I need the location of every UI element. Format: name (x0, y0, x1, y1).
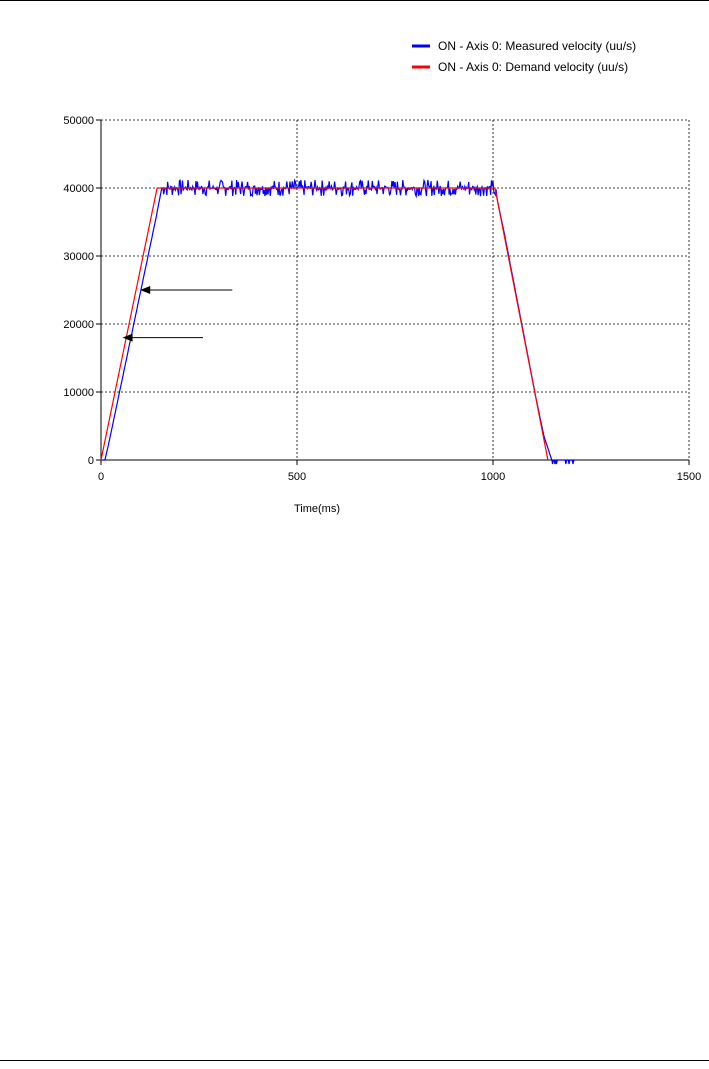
y-tick-label-0: 0 (88, 455, 94, 467)
y-tick-label-5: 50000 (63, 115, 94, 127)
annotation-arrow-head-1 (122, 333, 133, 342)
page-header-rule (0, 0, 709, 1)
x-axis-title: Time(ms) (294, 503, 340, 515)
grid-lines (96, 119, 690, 465)
x-tick-label-2: 1000 (481, 471, 505, 483)
axes (100, 120, 689, 461)
tick-labels: 0 10000 20000 30000 40000 50000 0 500 1000 1500 (63, 115, 701, 483)
y-tick-label-1: 10000 (63, 387, 94, 399)
y-tick-label-4: 40000 (63, 183, 94, 195)
x-tick-label-1: 500 (288, 471, 306, 483)
legend-label-measured: ON - Axis 0: Measured velocity (uu/s) (438, 39, 636, 53)
legend-label-demand: ON - Axis 0: Demand velocity (uu/s) (438, 60, 628, 74)
x-tick-label-3: 1500 (677, 471, 701, 483)
annotation-arrow-head-0 (140, 286, 151, 294)
velocity-chart: 0 10000 20000 30000 40000 50000 0 500 1000 1500 T… (63, 39, 701, 515)
y-tick-label-3: 30000 (63, 251, 94, 263)
series-line-demand-velocity (100, 187, 549, 461)
x-tick-label-0: 0 (98, 471, 104, 483)
annotations (122, 286, 233, 342)
legend: ON - Axis 0: Measured velocity (uu/s) ON… (412, 39, 636, 74)
y-tick-label-2: 20000 (63, 319, 94, 331)
series-line-measured-velocity (101, 178, 576, 465)
series-lines (100, 178, 576, 465)
page-footer-rule (0, 1060, 709, 1061)
